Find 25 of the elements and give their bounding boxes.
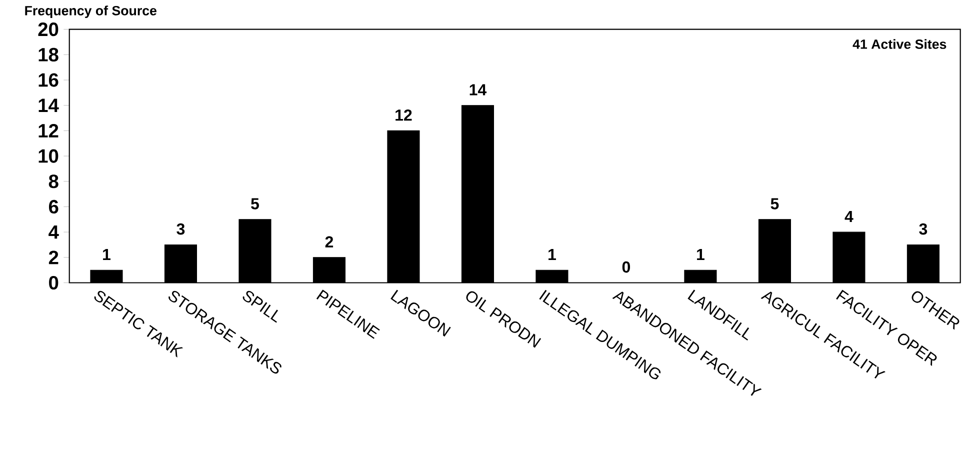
y-tick-label: 12 — [38, 124, 58, 138]
y-tick-label: 4 — [48, 225, 59, 238]
y-tick-label: 8 — [48, 174, 58, 188]
y-axis-title: Frequency of Source — [25, 5, 156, 18]
annotation: 41 Active Sites — [852, 38, 946, 49]
data-label: 14 — [470, 84, 487, 96]
y-tick-label: 10 — [38, 149, 58, 163]
data-label: 1 — [103, 248, 110, 260]
y-tick-label: 6 — [48, 200, 58, 214]
y-tick-label: 14 — [38, 98, 59, 112]
y-tick-label: 18 — [38, 48, 58, 62]
y-tick-label: 20 — [38, 22, 58, 36]
y-tick-label: 0 — [49, 276, 58, 290]
data-label: 12 — [396, 109, 412, 120]
data-label: 1 — [697, 248, 704, 260]
data-label: 1 — [548, 248, 556, 260]
y-tick-label: 2 — [48, 250, 58, 264]
data-label: 3 — [919, 223, 928, 234]
data-label: 3 — [176, 223, 185, 234]
y-tick-label: 16 — [38, 72, 58, 87]
data-label: 2 — [325, 236, 334, 248]
data-label: 0 — [622, 261, 630, 272]
data-label: 5 — [251, 198, 259, 210]
data-label: 5 — [770, 198, 779, 210]
data-label: 4 — [844, 210, 854, 222]
